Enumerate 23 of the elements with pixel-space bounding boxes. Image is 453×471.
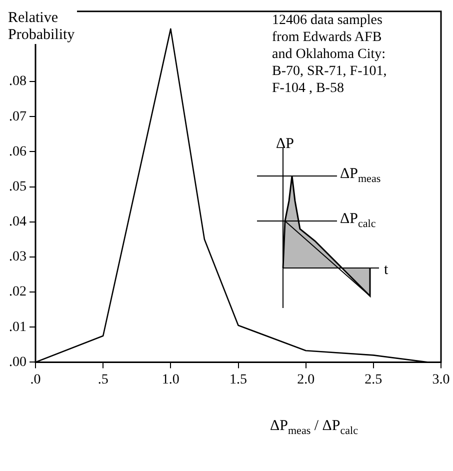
annotation: ΔP$_{meas}$ bbox=[340, 166, 381, 187]
y-tick-label: .04 bbox=[9, 214, 26, 230]
y-tick-label: .05 bbox=[9, 179, 26, 194]
y-tick-label: .01 bbox=[9, 320, 26, 335]
x-tick-label: 3.0 bbox=[432, 372, 450, 388]
y-tick-label: .00 bbox=[9, 354, 26, 370]
x-tick-label: .5 bbox=[98, 372, 108, 388]
annotation: t bbox=[384, 262, 388, 279]
y-tick-label: .07 bbox=[9, 109, 26, 124]
y-tick-label: .06 bbox=[9, 144, 26, 160]
x-tick-label: 2.0 bbox=[297, 372, 315, 388]
x-tick-label: 1.0 bbox=[162, 372, 180, 388]
annotation: 12406 data samples from Edwards AFB and Oklahoma City: B-70, SR-71, F-101, F-104 , B-58 bbox=[272, 12, 387, 97]
annotation: ΔP$_{calc}$ bbox=[340, 211, 376, 232]
y-tick-label: .08 bbox=[9, 74, 26, 90]
x-tick-label: .0 bbox=[30, 372, 41, 388]
x-axis-title: ΔP$_{meas}$ / ΔP$_{calc}$ bbox=[270, 418, 358, 439]
x-tick-label: 2.5 bbox=[364, 372, 382, 388]
x-tick-label: 1.5 bbox=[230, 372, 247, 388]
annotation: ΔP bbox=[276, 136, 294, 153]
y-tick-label: .02 bbox=[9, 284, 26, 300]
y-axis-title: Relative Probability bbox=[8, 10, 77, 44]
y-tick-label: .03 bbox=[9, 250, 26, 265]
